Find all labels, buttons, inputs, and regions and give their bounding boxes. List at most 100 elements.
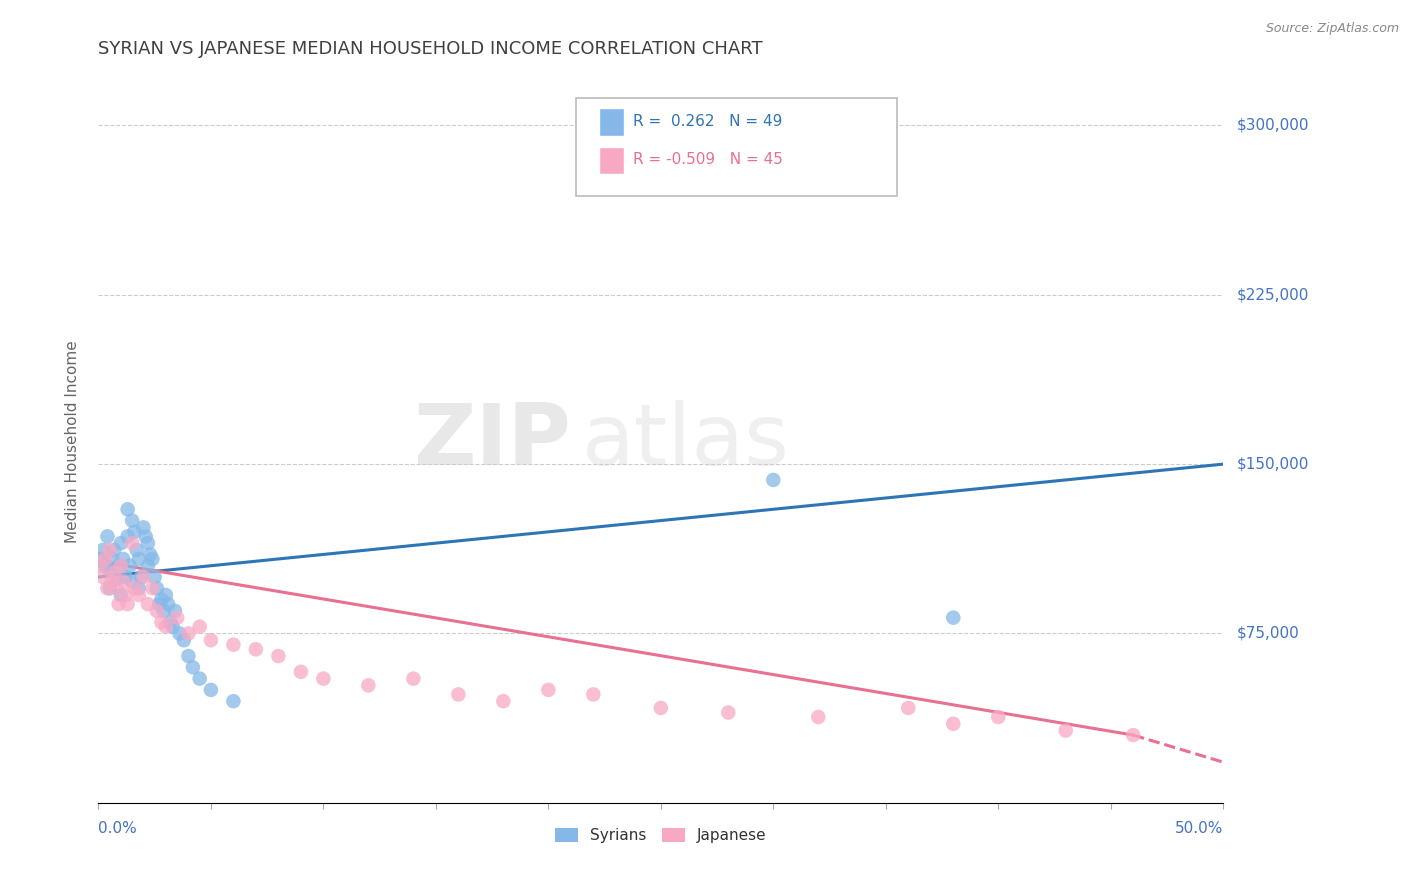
Point (1054, 723, 1077, 738)
Point (222, 638, 245, 652)
Point (136, 536, 159, 550)
Point (163, 604, 186, 618)
Point (141, 582, 163, 596)
Text: atlas: atlas (582, 400, 790, 483)
Point (650, 701, 672, 715)
Point (155, 588, 177, 602)
Point (166, 610, 188, 624)
Text: Source: ZipAtlas.com: Source: ZipAtlas.com (1265, 22, 1399, 36)
Point (897, 701, 920, 715)
Point (107, 558, 129, 573)
Point (121, 514, 143, 528)
Point (103, 542, 125, 557)
Point (128, 552, 150, 566)
Point (155, 620, 177, 634)
Point (177, 648, 200, 663)
Point (98, 563, 121, 577)
Text: R =  0.262   N = 49: R = 0.262 N = 49 (633, 114, 782, 129)
Point (139, 548, 162, 562)
Point (169, 626, 191, 640)
Text: SYRIAN VS JAPANESE MEDIAN HOUSEHOLD INCOME CORRELATION CHART: SYRIAN VS JAPANESE MEDIAN HOUSEHOLD INCO… (98, 40, 763, 58)
Legend: Syrians, Japanese: Syrians, Japanese (548, 822, 773, 849)
Point (94, 552, 117, 566)
Point (132, 520, 155, 534)
Point (132, 570, 155, 584)
Text: $75,000: $75,000 (1237, 626, 1301, 641)
Point (114, 588, 136, 602)
Point (110, 588, 132, 602)
Point (110, 536, 132, 550)
Point (357, 678, 380, 692)
Point (94, 558, 117, 573)
Point (290, 665, 312, 679)
Y-axis label: Median Household Income: Median Household Income (65, 340, 80, 543)
Point (121, 536, 143, 550)
Point (146, 582, 169, 596)
Point (129, 570, 152, 584)
Point (807, 710, 830, 724)
Point (135, 529, 157, 543)
Text: $225,000: $225,000 (1237, 287, 1309, 302)
Point (117, 529, 139, 543)
Point (128, 582, 150, 596)
Text: $300,000: $300,000 (1237, 118, 1309, 133)
Point (582, 687, 605, 701)
Point (492, 694, 515, 708)
Point (117, 597, 139, 611)
Point (112, 574, 135, 589)
Point (128, 588, 150, 602)
Point (188, 672, 211, 686)
Point (91, 570, 114, 584)
Text: 50.0%: 50.0% (1175, 822, 1223, 837)
Point (942, 716, 965, 731)
Point (717, 706, 740, 720)
Point (101, 574, 124, 589)
Point (267, 648, 290, 663)
Point (200, 682, 222, 697)
Point (98, 542, 121, 557)
Text: 0.0%: 0.0% (98, 822, 138, 837)
Point (112, 552, 135, 566)
Point (107, 597, 129, 611)
Text: R = -0.509   N = 45: R = -0.509 N = 45 (633, 153, 783, 168)
Point (402, 672, 425, 686)
Point (200, 633, 222, 648)
FancyBboxPatch shape (599, 147, 624, 174)
Point (157, 597, 180, 611)
Point (159, 615, 181, 630)
Point (118, 558, 141, 573)
Point (312, 672, 335, 686)
Point (222, 694, 245, 708)
Point (136, 558, 159, 573)
Point (91, 542, 114, 557)
Point (105, 572, 128, 586)
Point (146, 604, 169, 618)
Point (762, 473, 785, 487)
Point (114, 570, 136, 584)
Point (136, 597, 159, 611)
Point (188, 620, 211, 634)
Point (98, 582, 121, 596)
FancyBboxPatch shape (576, 98, 897, 196)
Point (181, 660, 204, 674)
Point (245, 642, 267, 657)
Text: ZIP: ZIP (413, 400, 571, 483)
Point (177, 626, 200, 640)
Point (152, 604, 174, 618)
Point (121, 574, 143, 589)
Point (101, 552, 124, 566)
Point (96, 529, 118, 543)
Point (150, 615, 173, 630)
Point (447, 687, 470, 701)
Point (90, 558, 112, 573)
Point (124, 524, 146, 539)
Point (103, 566, 125, 580)
Point (125, 542, 148, 557)
Point (150, 592, 173, 607)
Text: $150,000: $150,000 (1237, 457, 1309, 472)
Point (110, 558, 132, 573)
Point (90, 552, 112, 566)
Point (117, 502, 139, 516)
Point (537, 682, 560, 697)
Point (987, 710, 1010, 724)
